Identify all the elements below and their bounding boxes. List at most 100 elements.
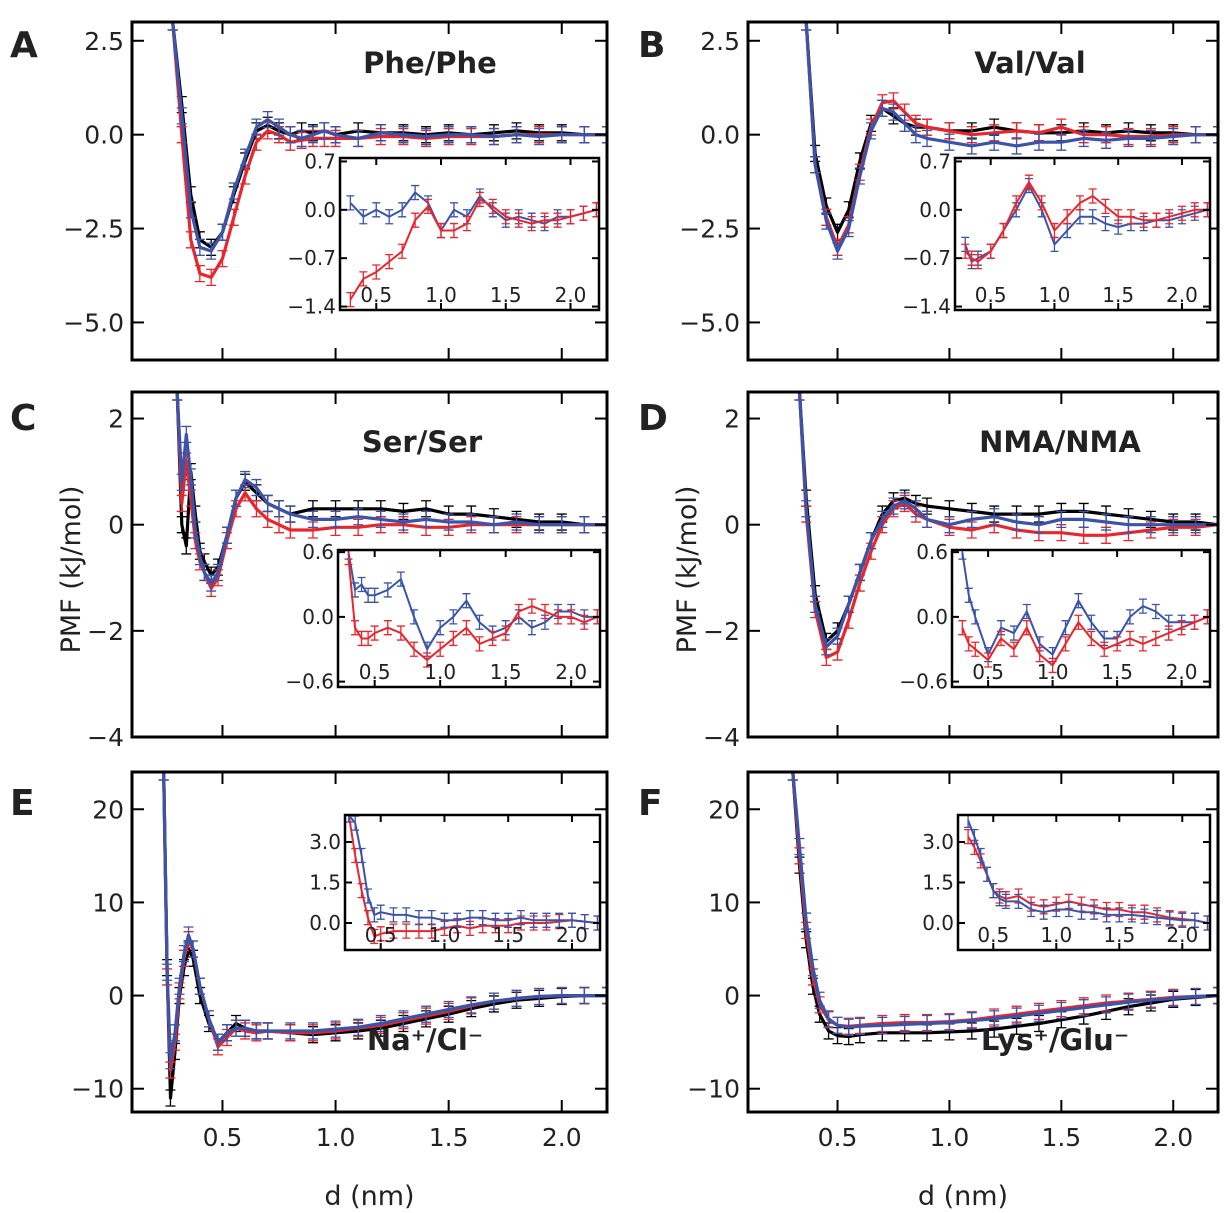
panel-c-errorbar-blue (488, 516, 499, 534)
panel-e-errorbar-blue (222, 1024, 232, 1042)
inset-c-errorbar-red (409, 641, 418, 657)
panel-f-xtick-label: 0.5 (818, 1123, 858, 1152)
panel-letter: A (10, 25, 38, 66)
panel-b-errorbar-blue (877, 99, 888, 118)
inset-f-errorbar-blue (995, 891, 1004, 907)
panel-d-errorbar-blue (944, 516, 955, 534)
inset-c-errorbar-blue (357, 576, 366, 593)
inset-d-errorbar-red (1126, 630, 1135, 647)
panel-a-errorbar-blue (421, 127, 432, 146)
panel-a-ytick-label: 2.5 (84, 27, 124, 56)
inset-c-xtick-label: 1.5 (490, 660, 522, 684)
panel-b-errorbar-blue (854, 167, 865, 185)
inset-b-ytick-label: 0.0 (919, 198, 951, 222)
panel-f-errorbar-blue (922, 1014, 933, 1033)
panel-f-errorbar-blue (1078, 999, 1089, 1017)
panel-d-errorbar-blue (877, 510, 888, 529)
inset-f: 0.5 1.0 1.5 2.0 3.0 1.5 0.0 (922, 813, 1212, 952)
panel-title: Phe/Phe (363, 46, 497, 80)
inset-a-line-blue (349, 191, 597, 232)
inset-b-errorbar-red (999, 222, 1008, 239)
inset-d-errorbar-red (997, 630, 1006, 647)
panel-letter: B (638, 25, 665, 66)
inset-a-ytick-label: −0.7 (287, 246, 336, 270)
inset-c-errorbar-red (527, 598, 536, 614)
inset-b-errorbar-red (1177, 205, 1186, 221)
inset-d-errorbar-red (1009, 641, 1018, 657)
inset-b-errorbar-red (1101, 198, 1110, 215)
panel-a-errorbar-blue (274, 118, 285, 136)
panel-e-errorbar-blue (534, 987, 545, 1006)
inset-e-ytick-label: 0.0 (309, 911, 341, 935)
inset-d-errorbar-blue (1074, 593, 1083, 609)
inset-c-errorbar-blue (383, 582, 392, 598)
inset-c-errorbar-red (501, 625, 510, 641)
inset-e-errorbar-blue (376, 904, 385, 920)
x-axis-label: d (nm) (324, 1181, 414, 1212)
inset-d-errorbar-blue (1087, 614, 1096, 630)
panel-title: Na⁺/Cl⁻ (367, 1023, 483, 1057)
inset-b-errorbar-red (1114, 209, 1123, 225)
panel-f-errorbar-blue (1168, 989, 1179, 1008)
panel-d-errorbar-blue (1123, 516, 1134, 534)
panel-e-ytick-label: 10 (92, 888, 124, 917)
inset-b-errorbar-red (1075, 195, 1084, 211)
inset-e-errorbar-blue (555, 912, 564, 928)
panel-e-errorbar-blue (511, 989, 522, 1008)
inset-c-errorbar-red (580, 614, 589, 630)
inset-c-xtick-label: 2.0 (555, 660, 587, 684)
inset-f-errorbar-blue (1102, 907, 1111, 923)
panel-a-errorbar-blue (534, 127, 545, 146)
inset-d-errorbar-blue (958, 550, 967, 560)
panel-b-errorbar-blue (821, 212, 832, 230)
panel-a-errorbar-red (194, 264, 205, 283)
panel-e-errorbar-blue (421, 1005, 432, 1023)
panel-title: Ser/Ser (362, 425, 483, 459)
panel-d-frame (746, 390, 1220, 739)
panel-d-errorbar-blue (1078, 510, 1089, 529)
panel-d-errorbar-blue (821, 638, 832, 656)
inset-f-errorbar-blue (1165, 911, 1174, 927)
panel-c-errorbar-blue (285, 505, 296, 523)
panel-c-errorbar-blue (274, 500, 285, 518)
y-axis-label: PMF (kJ/mol) (672, 486, 703, 654)
inset-b-frame (953, 156, 1212, 312)
panel-f-errorbar-blue (1123, 993, 1134, 1011)
inset-d-errorbar-blue (964, 587, 973, 603)
panel-c-errorbar-blue (190, 521, 201, 539)
inset-a-errorbar-blue (449, 202, 458, 218)
panel-a-errorbar-blue (206, 242, 217, 260)
inset-b: 0.5 1.0 1.5 2.0 0.7 0.0 −0.7 −1.4 (902, 149, 1212, 319)
inset-b-errorbar-red (1012, 195, 1021, 211)
inset-a-errorbar-blue (398, 202, 407, 218)
inset-d-errorbar-red (971, 641, 980, 657)
panel-title: Lys⁺/Glu⁻ (981, 1023, 1129, 1057)
inset-f-xtick-label: 1.5 (1103, 923, 1135, 947)
inset-a-xtick-label: 0.5 (360, 283, 392, 307)
panel-e-errorbar-blue (579, 986, 590, 1005)
panel-d-errorbar-blue (854, 563, 865, 582)
inset-f-errorbar-blue (1127, 907, 1136, 923)
panel-a-errorbar-blue (556, 126, 567, 144)
panel-e-errorbar-blue (285, 1022, 296, 1040)
inset-a-errorbar-red (540, 212, 549, 228)
panel-b-ytick-label: 0.0 (700, 121, 740, 150)
panel-b-errorbar-blue (1213, 126, 1218, 144)
inset-b-errorbar-red (1152, 212, 1161, 228)
inset-c-xtick-label: 0.5 (359, 660, 391, 684)
panel-e-errorbar-black (165, 1089, 176, 1107)
panel-c-errorbar-red (176, 494, 187, 513)
inset-c-errorbar-red (383, 620, 392, 636)
inset-f-ytick-label: 0.0 (922, 911, 954, 935)
panel-b-errorbar-blue (922, 129, 933, 148)
inset-c-errorbar-red (370, 625, 379, 641)
panel-a-errorbar-blue (307, 126, 318, 144)
panel-c-errorbar-blue (353, 508, 364, 526)
inset-e-errorbar-blue (389, 907, 398, 923)
panel-c-ytick-label: 0 (108, 511, 124, 540)
panel-a-errorbar-blue (251, 118, 262, 136)
panel-e-xtick-label: 1.0 (316, 1123, 356, 1152)
panel-a-errorbar-blue (353, 129, 364, 148)
inset-b-errorbar-red (973, 253, 982, 270)
inset-d-ytick-label: 0.0 (916, 605, 948, 629)
